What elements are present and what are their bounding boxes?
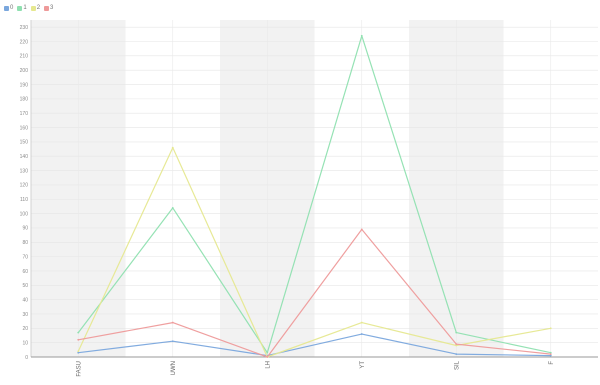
data-point-0 [171,340,174,343]
legend-label: 0 [10,5,14,11]
y-tick-label: 0 [25,355,28,361]
y-tick-label: 140 [20,154,29,160]
legend-swatch [17,5,23,11]
data-point-3 [360,228,363,231]
y-tick-label: 110 [20,197,28,203]
y-tick-label: 70 [22,254,28,260]
data-point-3 [77,338,80,341]
y-tick-label: 190 [20,82,29,88]
legend-label: 1 [23,5,27,11]
x-tick-label: YT [360,361,366,369]
data-point-1 [171,206,174,209]
y-tick-label: 90 [22,226,28,232]
y-tick-label: 200 [20,68,29,74]
data-point-0 [549,354,552,357]
series-line-0 [78,333,551,357]
y-tick-label: 170 [20,111,29,117]
series-line-3 [78,228,551,358]
legend-swatch [44,5,50,11]
y-tick-label: 30 [22,312,28,318]
x-tick-label: FASU [76,361,82,377]
data-point-1 [455,331,458,334]
data-point-1 [360,34,363,37]
legend-swatch [30,5,36,11]
legend-item-1[interactable]: 1 [17,5,27,11]
y-tick-label: 220 [20,39,29,45]
y-tick-label: 60 [22,269,28,275]
y-tick-label: 10 [22,340,28,346]
y-tick-label: 120 [20,183,29,189]
series-line-2 [77,147,551,358]
data-point-2 [171,146,174,149]
data-point-3 [455,343,458,345]
data-point-0 [360,333,363,335]
x-tick-label: UWN [171,361,177,375]
y-tick-label: 150 [20,140,29,146]
y-tick-label: 230 [20,25,29,31]
legend: 0 1 2 3 [4,3,53,13]
data-point-3 [549,353,552,356]
data-point-1 [266,351,269,354]
legend-item-3[interactable]: 3 [44,5,53,11]
y-tick-label: 20 [22,326,28,332]
data-point-2 [549,327,552,330]
data-point-0 [77,351,80,354]
data-point-0 [455,353,458,356]
data-point-2 [360,321,363,324]
y-tick-label: 210 [20,54,29,60]
y-tick-label: 80 [22,240,28,246]
legend-label: 3 [50,5,54,11]
legend-item-0[interactable]: 0 [4,5,13,11]
y-tick-label: 100 [20,211,29,217]
legend-item-2[interactable]: 2 [30,5,41,11]
y-tick-label: 40 [22,297,28,303]
y-tick-label: 180 [20,97,29,103]
data-point-2 [77,350,80,353]
series-line-1 [77,35,551,354]
data-point-1 [549,351,552,354]
x-tick-label: SIL [454,360,460,370]
x-tick-label: LH [265,361,271,369]
data-point-1 [77,331,80,334]
data-point-2 [455,344,458,347]
y-tick-label: 160 [20,125,29,131]
y-tick-label: 50 [22,283,28,289]
data-point-3 [266,356,269,358]
data-point-3 [171,321,174,324]
legend-label: 2 [36,5,41,11]
x-tick-label: F [549,361,555,365]
legend-swatch [4,5,9,11]
y-tick-label: 130 [20,168,29,174]
